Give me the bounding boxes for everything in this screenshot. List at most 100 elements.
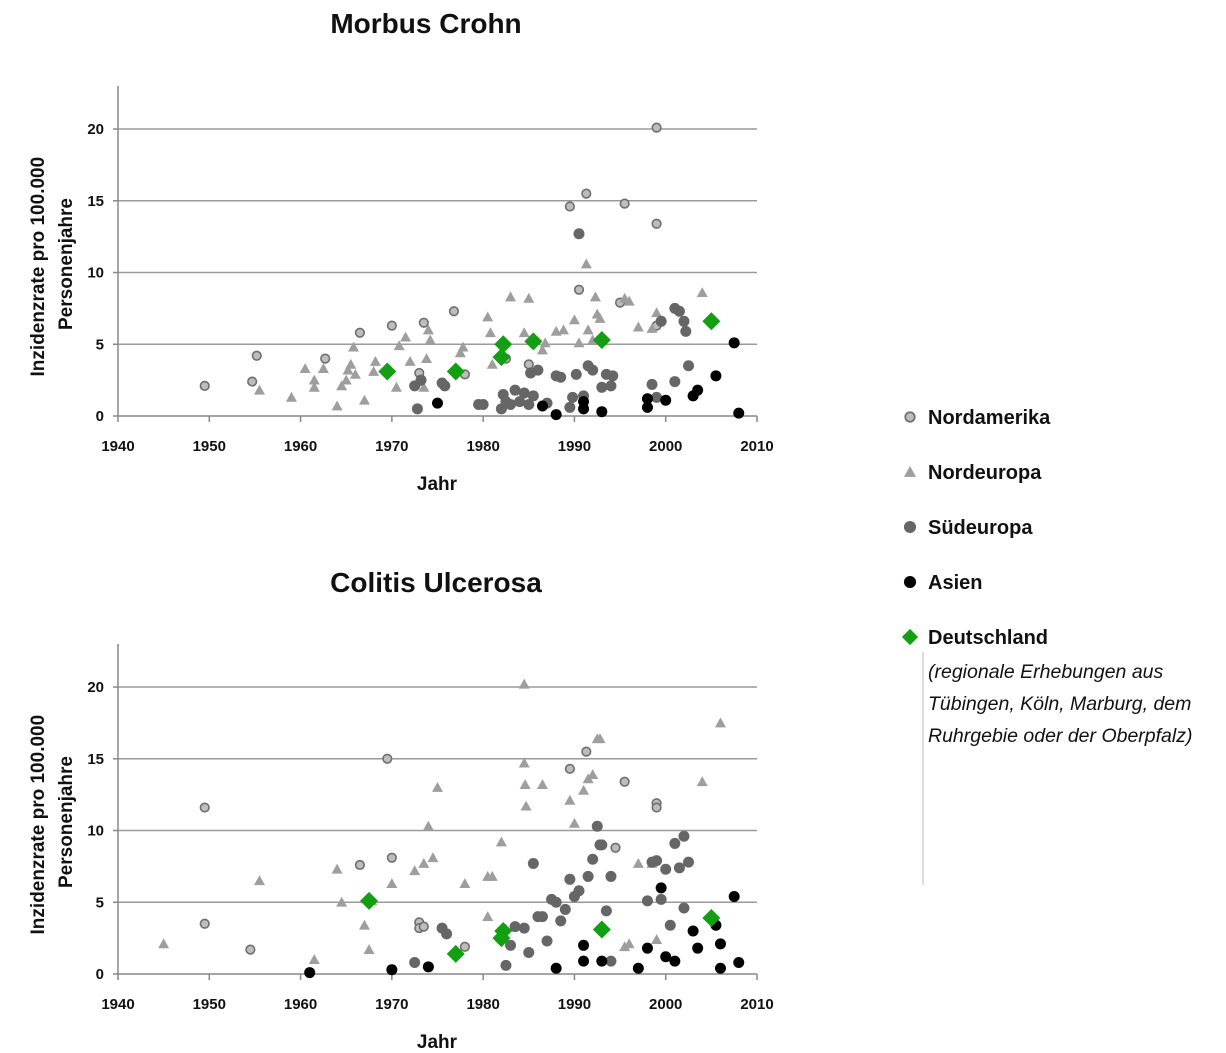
point-suedeuropa [559, 903, 571, 915]
y-axis-label-line1: Inzidenzrate pro 100.000 [28, 157, 49, 377]
point-suedeuropa [518, 387, 530, 399]
point-suedeuropa [441, 928, 453, 940]
point-suedeuropa [564, 873, 576, 885]
point-suedeuropa [477, 399, 489, 411]
point-nordeuropa [573, 337, 585, 348]
point-deutschland [702, 909, 721, 928]
point-nordeuropa [632, 858, 644, 868]
point-nordamerika [448, 306, 460, 317]
point-suedeuropa [505, 399, 517, 411]
point-suedeuropa [439, 380, 451, 392]
point-nordamerika [564, 763, 575, 774]
point-nordamerika [651, 218, 662, 229]
point-nordeuropa [646, 322, 658, 333]
y-tick-label: 5 [96, 894, 104, 911]
point-nordeuropa [486, 358, 498, 369]
x-axis-label: Jahr [417, 474, 458, 495]
point-suedeuropa [596, 839, 608, 851]
legend-label: Nordamerika [928, 407, 1051, 429]
series-suedeuropa [409, 228, 695, 415]
point-suedeuropa [567, 391, 579, 403]
legend-note: (regionale Erhebungen aus Tübingen, Köln… [928, 661, 1193, 747]
point-nordeuropa [308, 954, 320, 965]
legend-label: Nordeuropa [928, 462, 1042, 484]
point-suedeuropa [527, 390, 539, 402]
point-deutschland [524, 332, 543, 351]
point-nordeuropa [594, 312, 606, 323]
point-nordeuropa [253, 875, 265, 886]
point-nordamerika [619, 198, 630, 209]
point-suedeuropa [678, 902, 690, 914]
point-suedeuropa [607, 370, 619, 382]
point-nordamerika [564, 201, 575, 212]
point-asien [692, 942, 704, 954]
point-suedeuropa [536, 911, 548, 923]
point-nordeuropa [568, 817, 580, 828]
x-tick-label: 1980 [466, 996, 499, 1013]
point-nordeuropa [580, 258, 592, 269]
point-nordamerika [610, 842, 621, 853]
chart-title: Colitis Ulcerosa [330, 567, 542, 598]
point-asien [660, 394, 672, 406]
point-nordeuropa [432, 781, 443, 792]
legend-marker-nordamerika [904, 411, 916, 423]
point-suedeuropa [678, 315, 690, 327]
point-nordeuropa [520, 800, 532, 811]
point-nordeuropa [393, 340, 405, 351]
point-asien [536, 400, 548, 412]
point-nordeuropa [457, 341, 469, 352]
series-nordeuropa [253, 258, 708, 411]
point-suedeuropa [678, 830, 690, 842]
y-tick-label: 20 [87, 121, 104, 138]
point-suedeuropa [596, 381, 608, 393]
y-tick-label: 20 [87, 679, 104, 696]
series-asien [432, 337, 745, 421]
point-suedeuropa [591, 820, 603, 832]
point-nordeuropa [340, 374, 352, 385]
x-tick-label: 1940 [101, 996, 134, 1013]
point-nordeuropa [482, 311, 494, 322]
point-nordeuropa [348, 341, 360, 352]
point-suedeuropa [409, 957, 421, 969]
point-nordeuropa [589, 291, 601, 302]
point-nordeuropa [518, 757, 530, 768]
series-suedeuropa [409, 820, 695, 971]
point-asien [550, 409, 562, 421]
point-nordeuropa [331, 863, 343, 874]
point-nordeuropa [518, 678, 530, 689]
point-suedeuropa [555, 371, 567, 383]
point-nordamerika [523, 359, 534, 370]
point-nordeuropa [308, 381, 320, 392]
point-nordeuropa [619, 941, 631, 952]
point-nordeuropa [418, 381, 430, 392]
point-nordeuropa [390, 381, 402, 392]
point-suedeuropa [509, 921, 521, 933]
point-suedeuropa [415, 374, 427, 386]
point-suedeuropa [651, 855, 663, 867]
point-suedeuropa [411, 403, 423, 415]
point-nordamerika [651, 122, 662, 133]
point-nordeuropa [519, 779, 531, 790]
point-nordamerika [199, 918, 210, 929]
point-suedeuropa [600, 905, 612, 917]
point-nordeuropa [400, 331, 412, 342]
y-axis-label: Inzidenzrate pro 100.000 Personenjahre [28, 152, 77, 377]
point-nordeuropa [369, 355, 381, 366]
point-suedeuropa [573, 885, 585, 897]
point-asien [714, 962, 726, 974]
legend-item-asien: Asien [903, 572, 982, 594]
point-nordeuropa [484, 327, 496, 338]
point-nordeuropa [518, 327, 530, 338]
y-tick-label: 15 [87, 193, 104, 210]
point-nordeuropa [623, 295, 635, 306]
point-deutschland [702, 312, 721, 331]
x-tick-label: 1940 [101, 438, 134, 455]
point-nordeuropa [299, 363, 311, 374]
point-nordeuropa [459, 878, 471, 889]
point-asien [655, 882, 667, 894]
point-asien [660, 951, 672, 963]
series-nordamerika [199, 122, 662, 391]
point-nordamerika [354, 327, 366, 338]
point-nordamerika [581, 188, 592, 199]
